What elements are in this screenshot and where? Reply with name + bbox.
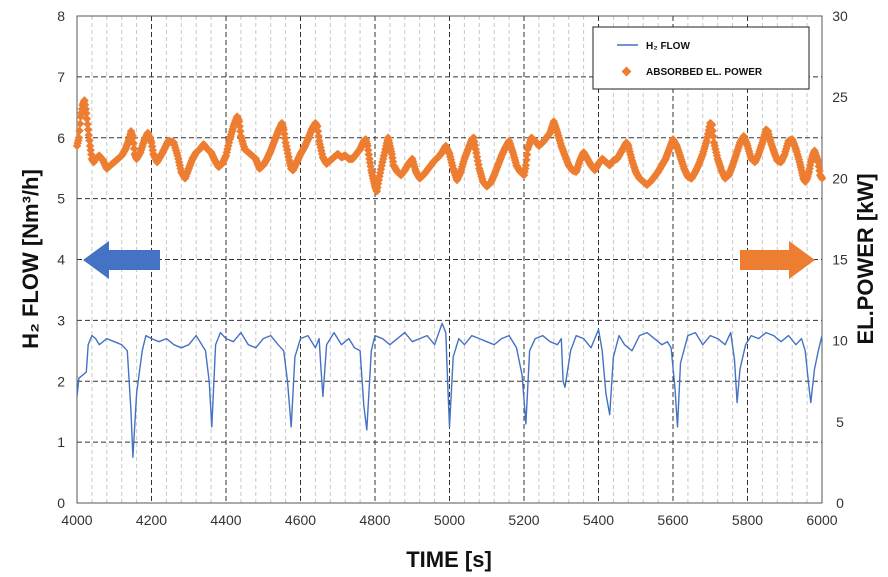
- major-gridlines: [76, 15, 823, 504]
- left-axis-arrow-icon: [83, 241, 160, 279]
- right-y-tick-label: 25: [832, 89, 848, 105]
- left-y-axis-title: H₂ FLOW [Nm³/h]: [18, 169, 43, 349]
- legend-label-h2-flow: H₂ FLOW: [646, 41, 690, 52]
- x-tick-label: 4200: [136, 512, 167, 528]
- power-marker: [313, 127, 323, 136]
- x-tick-label: 5800: [732, 512, 763, 528]
- power-marker: [522, 150, 532, 159]
- power-marker: [709, 132, 718, 141]
- left-y-tick-label: 6: [57, 130, 65, 146]
- series-line-h2-flow: [76, 322, 823, 458]
- left-y-tick-labels: 0 1 2 3 4 5 6 7 8: [57, 8, 65, 511]
- legend-box: [592, 26, 810, 90]
- power-marker: [85, 136, 94, 145]
- x-tick-label: 4600: [285, 512, 316, 528]
- x-tick-label: 5400: [583, 512, 614, 528]
- left-y-tick-label: 3: [57, 312, 65, 328]
- left-y-tick-label: 1: [57, 434, 65, 450]
- x-tick-label: 4800: [359, 512, 390, 528]
- power-marker: [235, 122, 244, 131]
- right-y-axis-title: EL.POWER [kW]: [853, 173, 878, 344]
- right-y-tick-label: 0: [836, 495, 844, 511]
- right-y-tick-label: 15: [832, 252, 848, 268]
- right-y-tick-label: 30: [832, 8, 848, 24]
- legend-marker-swatch: [621, 66, 632, 77]
- power-marker: [236, 127, 245, 136]
- power-marker: [83, 119, 92, 129]
- left-y-tick-label: 7: [57, 69, 65, 85]
- x-tick-label: 4000: [61, 512, 92, 528]
- left-y-tick-label: 5: [57, 191, 65, 207]
- right-y-tick-labels: 0 5 10 15 20 25 30: [832, 8, 848, 511]
- x-tick-label: 5600: [657, 512, 688, 528]
- power-marker: [521, 161, 531, 170]
- legend: H₂ FLOW ABSORBED EL. POWER: [592, 26, 810, 90]
- power-marker: [129, 144, 139, 153]
- x-tick-label: 5200: [508, 512, 539, 528]
- x-tick-label: 4400: [210, 512, 241, 528]
- power-marker: [82, 109, 91, 118]
- left-y-tick-label: 8: [57, 8, 65, 24]
- left-y-tick-label: 4: [57, 252, 65, 268]
- series-layer: [72, 96, 827, 458]
- right-axis-arrow-icon: [740, 241, 815, 279]
- series-markers-power: [72, 96, 827, 196]
- power-marker: [84, 130, 94, 140]
- power-marker: [128, 133, 138, 142]
- x-tick-label: 5000: [434, 512, 465, 528]
- x-tick-labels: 4000 4200 4400 4600 4800 5000 5200 5400 5600 5800…: [61, 512, 837, 528]
- power-marker: [707, 120, 717, 130]
- x-axis-title: TIME [s]: [406, 547, 492, 572]
- right-y-tick-label: 10: [832, 333, 848, 349]
- left-y-tick-label: 0: [57, 495, 65, 511]
- right-y-tick-label: 20: [832, 170, 848, 186]
- plot-frame: [76, 15, 823, 504]
- right-y-tick-label: 5: [836, 414, 844, 430]
- left-y-tick-label: 2: [57, 373, 65, 389]
- legend-label-power: ABSORBED EL. POWER: [646, 67, 763, 78]
- x-tick-label: 6000: [806, 512, 837, 528]
